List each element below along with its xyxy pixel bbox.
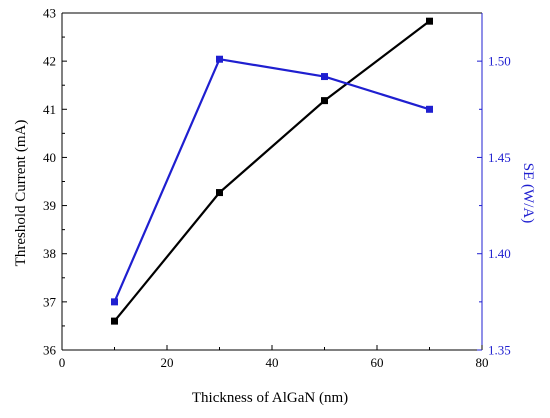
right-y-axis-ticks: 1.35 1.40 1.45 1.50 xyxy=(477,54,511,358)
x-tick-label: 40 xyxy=(266,355,279,370)
threshold-current-series xyxy=(111,17,433,325)
threshold-current-marker xyxy=(111,317,118,325)
x-axis-ticks: 0 20 40 60 80 xyxy=(59,345,489,370)
left-y-tick-label: 42 xyxy=(43,54,56,69)
x-tick-label: 80 xyxy=(476,355,489,370)
right-y-tick-label: 1.50 xyxy=(488,54,511,69)
left-y-axis-ticks: 36 37 38 39 40 41 42 43 xyxy=(43,6,67,358)
x-tick-label: 20 xyxy=(161,355,174,370)
right-y-tick-label: 1.45 xyxy=(488,150,511,165)
se-line xyxy=(113,57,430,303)
right-y-tick-label: 1.35 xyxy=(488,343,511,358)
left-y-tick-label: 36 xyxy=(43,343,57,358)
left-y-tick-label: 40 xyxy=(43,150,56,165)
left-y-tick-label: 38 xyxy=(43,246,56,261)
threshold-current-marker xyxy=(216,189,223,197)
x-tick-label: 0 xyxy=(59,355,66,370)
right-y-tick-label: 1.40 xyxy=(488,246,511,261)
threshold-current-marker xyxy=(426,17,433,25)
se-marker xyxy=(321,73,328,81)
left-y-tick-label: 41 xyxy=(43,102,56,117)
se-series xyxy=(111,55,433,306)
left-y-tick-label: 37 xyxy=(43,294,57,309)
threshold-current-marker xyxy=(321,97,328,105)
left-y-axis-title: Threshold Current (mA) xyxy=(13,120,29,267)
series-layer xyxy=(111,17,433,325)
se-marker xyxy=(216,55,223,63)
x-tick-label: 60 xyxy=(371,355,384,370)
se-marker xyxy=(426,105,433,113)
left-y-tick-label: 43 xyxy=(43,6,56,21)
left-y-tick-label: 39 xyxy=(43,198,56,213)
threshold-current-line xyxy=(113,20,431,322)
se-marker xyxy=(111,298,118,306)
x-axis-title: Thickness of AlGaN (nm) xyxy=(192,390,348,406)
right-y-axis-title: SE (W/A) xyxy=(520,163,536,223)
